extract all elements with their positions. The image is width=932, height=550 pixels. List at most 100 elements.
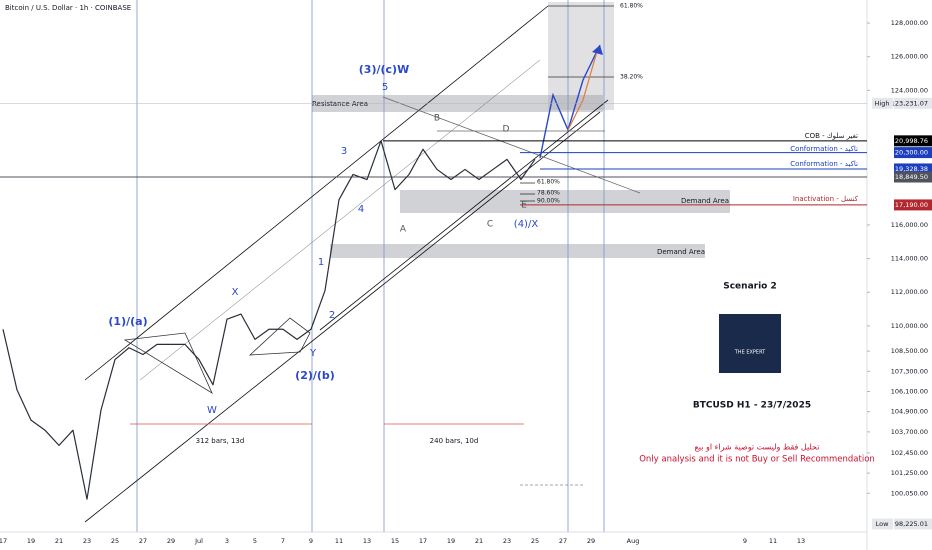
- zone-label: Resistance Area: [312, 100, 368, 108]
- y-tick-label: 114,000.00: [891, 255, 928, 263]
- price-axis: [867, 0, 932, 550]
- y-tick-label: 116,000.00: [891, 221, 928, 229]
- x-tick-label: 23: [503, 537, 511, 545]
- annotations: (1)/(a) W X Y (2)/(b) 1 2 3 4 5 (3)/(c)W…: [108, 3, 874, 465]
- x-tick-label: 9: [743, 537, 747, 545]
- target-box: [548, 2, 614, 110]
- y-tick-label: 126,000.00: [891, 53, 928, 61]
- y-tick-label: 124,000.00: [891, 86, 928, 94]
- x-tick-label: 17: [419, 537, 427, 545]
- x-tick-label: 9: [309, 537, 313, 545]
- channel-line: [319, 99, 609, 331]
- channel-line: [84, 111, 601, 523]
- x-tick-label: 13: [797, 537, 805, 545]
- y-tick-label: 102,450.00: [891, 449, 928, 457]
- x-tick-label: 3: [225, 537, 229, 545]
- y-tick-label: 101,250.00: [891, 469, 928, 477]
- y-tick-label: 100,050.00: [891, 489, 928, 497]
- wave-label: C: [487, 220, 493, 230]
- scenario: Scenario 2: [723, 282, 777, 292]
- wave-label: (4)/X: [514, 219, 539, 230]
- price-tag-name-box: [872, 97, 893, 109]
- wave-label: X: [232, 287, 239, 298]
- y-tick-label: 103,700.00: [891, 428, 928, 436]
- x-tick-label: 21: [475, 537, 483, 545]
- price-tag-label: 118,849.50: [891, 173, 928, 181]
- x-tick-label: 21: [55, 537, 63, 545]
- price-tag-name-box: [872, 518, 893, 530]
- y-tick-label: 106,100.00: [891, 388, 928, 396]
- disclaimer: تحليل فقط وليست توصية شراء او بيع: [695, 443, 820, 452]
- wave-label: D: [503, 125, 510, 135]
- price-line: [2, 140, 536, 500]
- x-tick-label: Aug: [627, 537, 640, 545]
- price-tag-label: 120,300.00: [891, 149, 928, 157]
- chart-caption: BTCUSD H1 - 23/7/2025: [693, 401, 811, 411]
- zone-label: Demand Area: [657, 248, 705, 256]
- demand-area: [400, 190, 730, 213]
- disclaimer: Only analysis and it is not Buy or Sell …: [639, 455, 875, 465]
- fib-label: 61.80%: [620, 3, 643, 10]
- x-tick-label: 29: [587, 537, 595, 545]
- wave-label: B: [434, 114, 440, 124]
- wave-label: A: [400, 225, 407, 235]
- x-tick-label: 27: [559, 537, 567, 545]
- arrow-head: [592, 45, 603, 55]
- y-tick-label: 104,900.00: [891, 408, 928, 416]
- x-tick-label: 27: [139, 537, 147, 545]
- level-note: Conformation - تاكيد: [790, 145, 858, 153]
- fib-label: 78.60%: [537, 190, 560, 197]
- price-tag-name: Low: [876, 520, 889, 528]
- price-tag-label: 98,225.01: [895, 520, 928, 528]
- y-tick-label: 110,000.00: [891, 322, 928, 330]
- price-tag-label: 119,328.38: [891, 165, 928, 173]
- wave-label: (2)/(b): [295, 369, 335, 382]
- wave-label: (3)/(c)W: [359, 63, 409, 76]
- fib-label: 38.20%: [620, 74, 643, 81]
- price-tag: [894, 135, 932, 147]
- price-tag-label: 123,231.07: [891, 99, 928, 107]
- price-tag-label: 120,998.76: [891, 137, 928, 145]
- price-tag: [894, 171, 932, 183]
- x-tick-label: 19: [447, 537, 455, 545]
- price-tag-label: 117,190.00: [891, 201, 928, 209]
- wave-label: 2: [329, 310, 335, 321]
- x-tick-label: 13: [363, 537, 371, 545]
- wave-label: W: [207, 405, 217, 416]
- fib-label: 61.80%: [537, 179, 560, 186]
- wave-label: 4: [358, 204, 364, 215]
- x-tick-label: 25: [531, 537, 539, 545]
- triangle: [123, 332, 213, 395]
- price-tag-name: High: [875, 99, 890, 107]
- wave-label: E: [521, 201, 527, 211]
- triangle: [248, 317, 311, 356]
- demand-area: [330, 244, 705, 258]
- x-tick-label: 25: [111, 537, 119, 545]
- x-tick-label: 5: [253, 537, 257, 545]
- price-tag: [894, 199, 932, 211]
- wave-label: Y: [309, 348, 317, 359]
- fib-label: 90.00%: [537, 198, 560, 205]
- price-tag: [894, 518, 932, 530]
- x-tick-label: 23: [83, 537, 91, 545]
- price-tag: [894, 97, 932, 109]
- logo-text: THE EXPERT: [734, 350, 766, 356]
- price-tag: [894, 147, 932, 159]
- chart-title: Bitcoin / U.S. Dollar · 1h · COINBASE: [5, 4, 131, 12]
- x-tick-label: 11: [335, 537, 343, 545]
- wave-label: 3: [341, 146, 347, 157]
- x-tick-label: 15: [391, 537, 399, 545]
- wave-label: (1)/(a): [108, 315, 147, 328]
- y-tick-label: 108,500.00: [891, 347, 928, 355]
- range-label: 240 bars, 10d: [430, 437, 479, 445]
- zone-label: Demand Area: [681, 197, 729, 205]
- level-note: Conformation - تاكيد: [790, 160, 858, 168]
- price-tag: [894, 163, 932, 175]
- x-tick-label: 7: [281, 537, 285, 545]
- y-tick-label: 107,300.00: [891, 367, 928, 375]
- x-tick-label: 11: [769, 537, 777, 545]
- level-note: COB - تغير سلوك: [805, 132, 858, 140]
- y-tick-label: 112,000.00: [891, 288, 928, 296]
